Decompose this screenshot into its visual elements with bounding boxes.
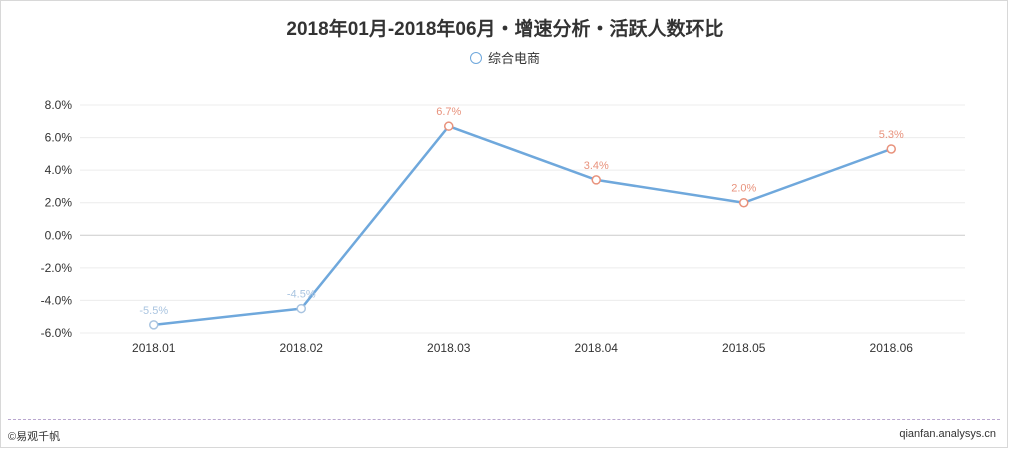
x-tick-label: 2018.02 [280,341,324,355]
y-tick-label: 2.0% [45,196,73,210]
data-point [591,175,601,185]
data-point [444,121,454,131]
y-tick-label: 0.0% [45,228,73,242]
legend-circle-icon [469,52,482,64]
data-label: 2.0% [731,183,756,195]
y-tick-label: 6.0% [45,131,73,145]
data-label: -5.5% [139,305,168,317]
series-line [153,124,892,327]
data-point [296,303,306,314]
y-tick-label: -2.0% [41,261,73,275]
y-tick-label: 8.0% [45,98,73,112]
x-tick-label: 2018.04 [575,341,619,355]
data-label: 6.7% [436,106,461,118]
x-tick-label: 2018.03 [427,341,471,355]
data-point [886,144,896,154]
data-point [739,197,749,208]
data-point [149,320,159,330]
footer-url: qianfan.analysys.cn [899,428,996,440]
chart-title: 2018年01月-2018年06月・增速分析・活跃人数环比 [286,19,724,40]
legend-label: 综合电商 [487,51,540,66]
x-tick-label: 2018.06 [870,341,914,355]
chart-legend[interactable]: 综合电商 [0,48,1010,67]
y-tick-label: -6.0% [41,326,73,340]
footer-copyright: ©易观千帆 [8,431,61,443]
y-tick-label: -4.0% [41,293,73,307]
data-label: -4.5% [287,289,316,301]
x-tick-label: 2018.05 [722,341,766,355]
x-tick-label: 2018.01 [132,341,176,355]
data-label: 5.3% [879,129,904,141]
data-label: 3.4% [584,160,609,172]
footer-divider [8,419,1000,420]
y-tick-label: 4.0% [45,163,73,177]
